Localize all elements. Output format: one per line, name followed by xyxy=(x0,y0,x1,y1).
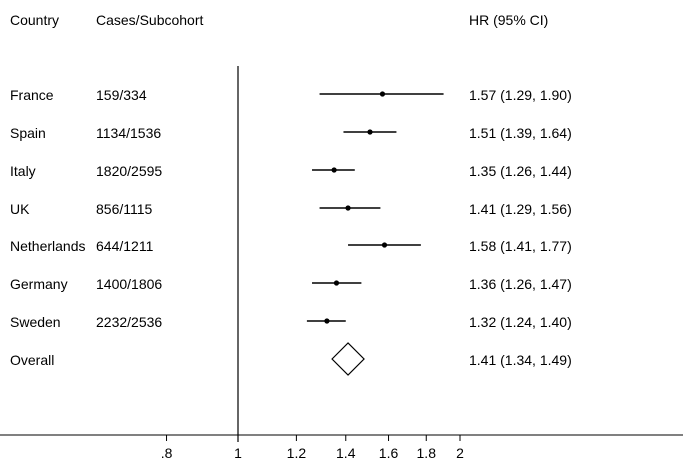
x-tick-label: 1.2 xyxy=(287,445,307,461)
country-label: Sweden xyxy=(10,314,61,330)
hr-ci-label: 1.41 (1.29, 1.56) xyxy=(469,201,572,217)
point-estimate xyxy=(381,242,388,248)
country-label: Italy xyxy=(10,163,36,179)
x-tick-label: 2 xyxy=(456,445,464,461)
hr-ci-label: 1.41 (1.34, 1.49) xyxy=(469,352,572,368)
hr-ci-label: 1.57 (1.29, 1.90) xyxy=(469,87,572,103)
x-tick-label: 1 xyxy=(234,445,242,461)
cases-column-header: Cases/Subcohort xyxy=(96,12,204,28)
hr-ci-label: 1.51 (1.39, 1.64) xyxy=(469,125,572,141)
hr-ci-label: 1.36 (1.26, 1.47) xyxy=(469,276,572,292)
point-estimate xyxy=(331,167,337,173)
point-estimate xyxy=(324,318,330,324)
x-tick-label: 1.6 xyxy=(379,445,399,461)
point-estimate xyxy=(345,205,351,211)
x-tick-label: 1.8 xyxy=(417,445,437,461)
country-label: Spain xyxy=(10,125,46,141)
x-tick-label: 1.4 xyxy=(336,445,356,461)
x-tick-label: .8 xyxy=(161,445,173,461)
country-label: Netherlands xyxy=(10,238,86,254)
hr-ci-label: 1.35 (1.26, 1.44) xyxy=(469,163,572,179)
hr-column-header: HR (95% CI) xyxy=(469,12,549,28)
hr-ci-label: 1.32 (1.24, 1.40) xyxy=(469,314,572,330)
point-estimate xyxy=(367,129,373,135)
hr-ci-label: 1.58 (1.41, 1.77) xyxy=(469,238,572,254)
overall-diamond xyxy=(331,342,365,376)
cases-label: 1134/1536 xyxy=(96,125,162,141)
country-label: France xyxy=(10,87,54,103)
cases-label: 2232/2536 xyxy=(96,314,163,330)
cases-label: 856/1115 xyxy=(96,201,153,217)
country-label: Overall xyxy=(10,352,55,368)
country-label: UK xyxy=(10,201,30,217)
country-column-header: Country xyxy=(10,12,60,28)
cases-label: 159/334 xyxy=(96,87,147,103)
cases-label: 1820/2595 xyxy=(96,163,163,179)
cases-label: 1400/1806 xyxy=(96,276,163,292)
country-label: Germany xyxy=(10,276,68,292)
cases-label: 644/1211 xyxy=(96,238,154,254)
point-estimate xyxy=(379,91,386,97)
point-estimate xyxy=(333,280,340,286)
